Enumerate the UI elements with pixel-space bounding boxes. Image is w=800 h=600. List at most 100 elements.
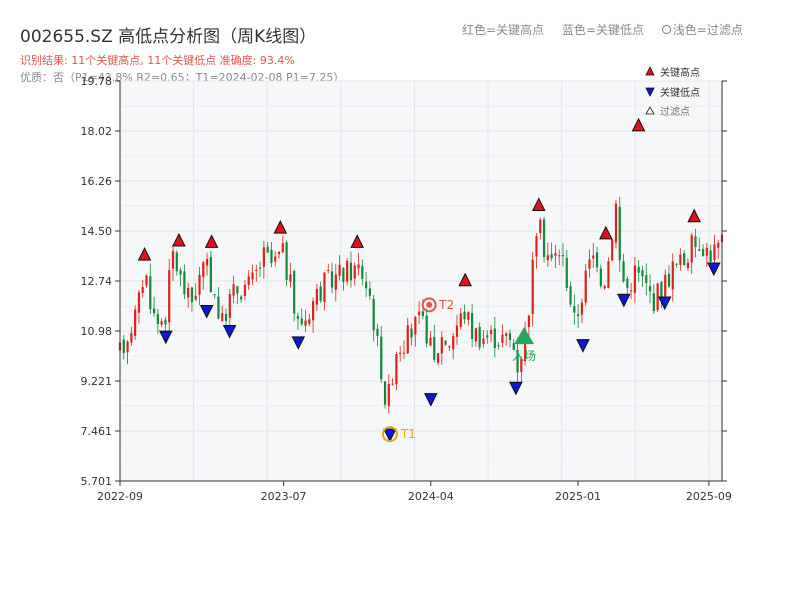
- candle-body: [152, 308, 156, 314]
- candle-body: [134, 309, 137, 336]
- y-tick-label: 19.78: [81, 75, 113, 88]
- candle-body: [584, 270, 587, 303]
- candle-body: [527, 315, 531, 328]
- candle-body: [399, 352, 402, 354]
- candle-body: [656, 283, 659, 311]
- candle-body: [493, 328, 496, 349]
- candle-body: [217, 296, 220, 319]
- candle-body: [558, 255, 561, 257]
- candle-body: [418, 311, 421, 316]
- key-low-marker: [158, 330, 173, 345]
- candle-body: [187, 287, 190, 298]
- candle-body: [175, 252, 178, 272]
- candle-body: [569, 286, 572, 305]
- candle-body: [240, 296, 243, 300]
- candle-body: [505, 333, 508, 336]
- candle-body: [535, 236, 538, 257]
- candle-body: [474, 328, 477, 342]
- candle-body: [410, 328, 413, 338]
- legend-light-text: 浅色=过滤点: [672, 23, 743, 37]
- candle-body: [327, 269, 330, 271]
- candle-body: [611, 239, 614, 261]
- candle-body: [126, 341, 129, 353]
- candle-body: [667, 274, 671, 287]
- candle-body: [285, 242, 288, 280]
- candle-body: [690, 235, 693, 263]
- candle-body: [709, 250, 712, 262]
- candle-body: [508, 333, 512, 340]
- candle-body: [149, 276, 152, 310]
- candle-body: [452, 336, 455, 350]
- candle-body: [501, 334, 504, 343]
- candle-body: [391, 383, 394, 385]
- candle-body: [652, 293, 655, 311]
- candle-body: [281, 243, 284, 253]
- key-high-marker: [687, 208, 701, 223]
- candle-body: [421, 311, 424, 317]
- key-high-marker: [350, 234, 365, 248]
- candle-body: [671, 261, 674, 290]
- key-low-marker: [617, 293, 631, 308]
- candle-body: [224, 313, 228, 321]
- candle-body: [164, 319, 167, 325]
- candle-body: [179, 270, 182, 275]
- candle-body: [221, 312, 224, 322]
- candle-body: [713, 244, 716, 261]
- legend-blue-text: 蓝色=关键低点: [561, 23, 644, 37]
- candle-body: [512, 343, 515, 350]
- candle-body: [255, 269, 258, 271]
- candle-body: [372, 299, 375, 331]
- candle-body: [353, 265, 356, 279]
- candle-body: [365, 281, 368, 289]
- candle-body: [675, 263, 678, 265]
- candle-body: [425, 315, 428, 344]
- candle-body: [376, 328, 379, 336]
- candle-body: [402, 352, 406, 354]
- candle-body: [368, 288, 371, 296]
- legend-high-label: 关键高点: [660, 66, 700, 79]
- candle-body: [277, 251, 281, 255]
- candle-body: [228, 294, 231, 318]
- candle-body: [383, 381, 387, 405]
- candle-body: [554, 253, 557, 256]
- key-low-marker: [424, 393, 438, 407]
- candle-body: [573, 306, 576, 313]
- candle-body: [357, 264, 360, 269]
- candle-body: [270, 249, 273, 263]
- chart-title: 002655.SZ 高低点分析图（周K线图）: [20, 27, 317, 47]
- candle-body: [308, 319, 311, 324]
- candle-body: [577, 314, 580, 317]
- candle-body: [686, 262, 690, 268]
- candle-body: [198, 274, 201, 295]
- candle-body: [561, 255, 565, 257]
- candle-body: [524, 329, 527, 362]
- candle-body: [436, 353, 440, 363]
- candle-body: [387, 383, 390, 407]
- t2-circle: [421, 297, 437, 313]
- candle-body: [171, 250, 175, 269]
- legend-high-icon: [645, 66, 655, 76]
- candle-body: [614, 203, 618, 243]
- candle-body: [346, 260, 349, 282]
- candle-body: [648, 286, 652, 292]
- candle-body: [603, 285, 606, 289]
- candle-body: [232, 284, 235, 296]
- candle-body: [293, 270, 296, 314]
- pivot-markers: [137, 117, 721, 443]
- y-axis-ticks: 5.701 7.461 9.221 10.98 12.74 14.50 16.26 18.02…: [81, 75, 727, 488]
- candle-body: [467, 312, 470, 320]
- candle-body: [664, 274, 667, 297]
- candle-body: [455, 325, 459, 337]
- legend-filtered-label: 过滤点: [660, 105, 690, 118]
- key-low-marker: [199, 305, 214, 319]
- candle-body: [213, 294, 216, 296]
- candle-body: [595, 252, 599, 268]
- candle-body: [497, 345, 500, 347]
- candle-body: [660, 281, 663, 299]
- candle-body: [183, 271, 186, 295]
- candle-body: [262, 247, 265, 267]
- y-tick-label: 10.98: [81, 325, 113, 338]
- entry-marker: [514, 327, 535, 345]
- candle-body: [516, 349, 519, 373]
